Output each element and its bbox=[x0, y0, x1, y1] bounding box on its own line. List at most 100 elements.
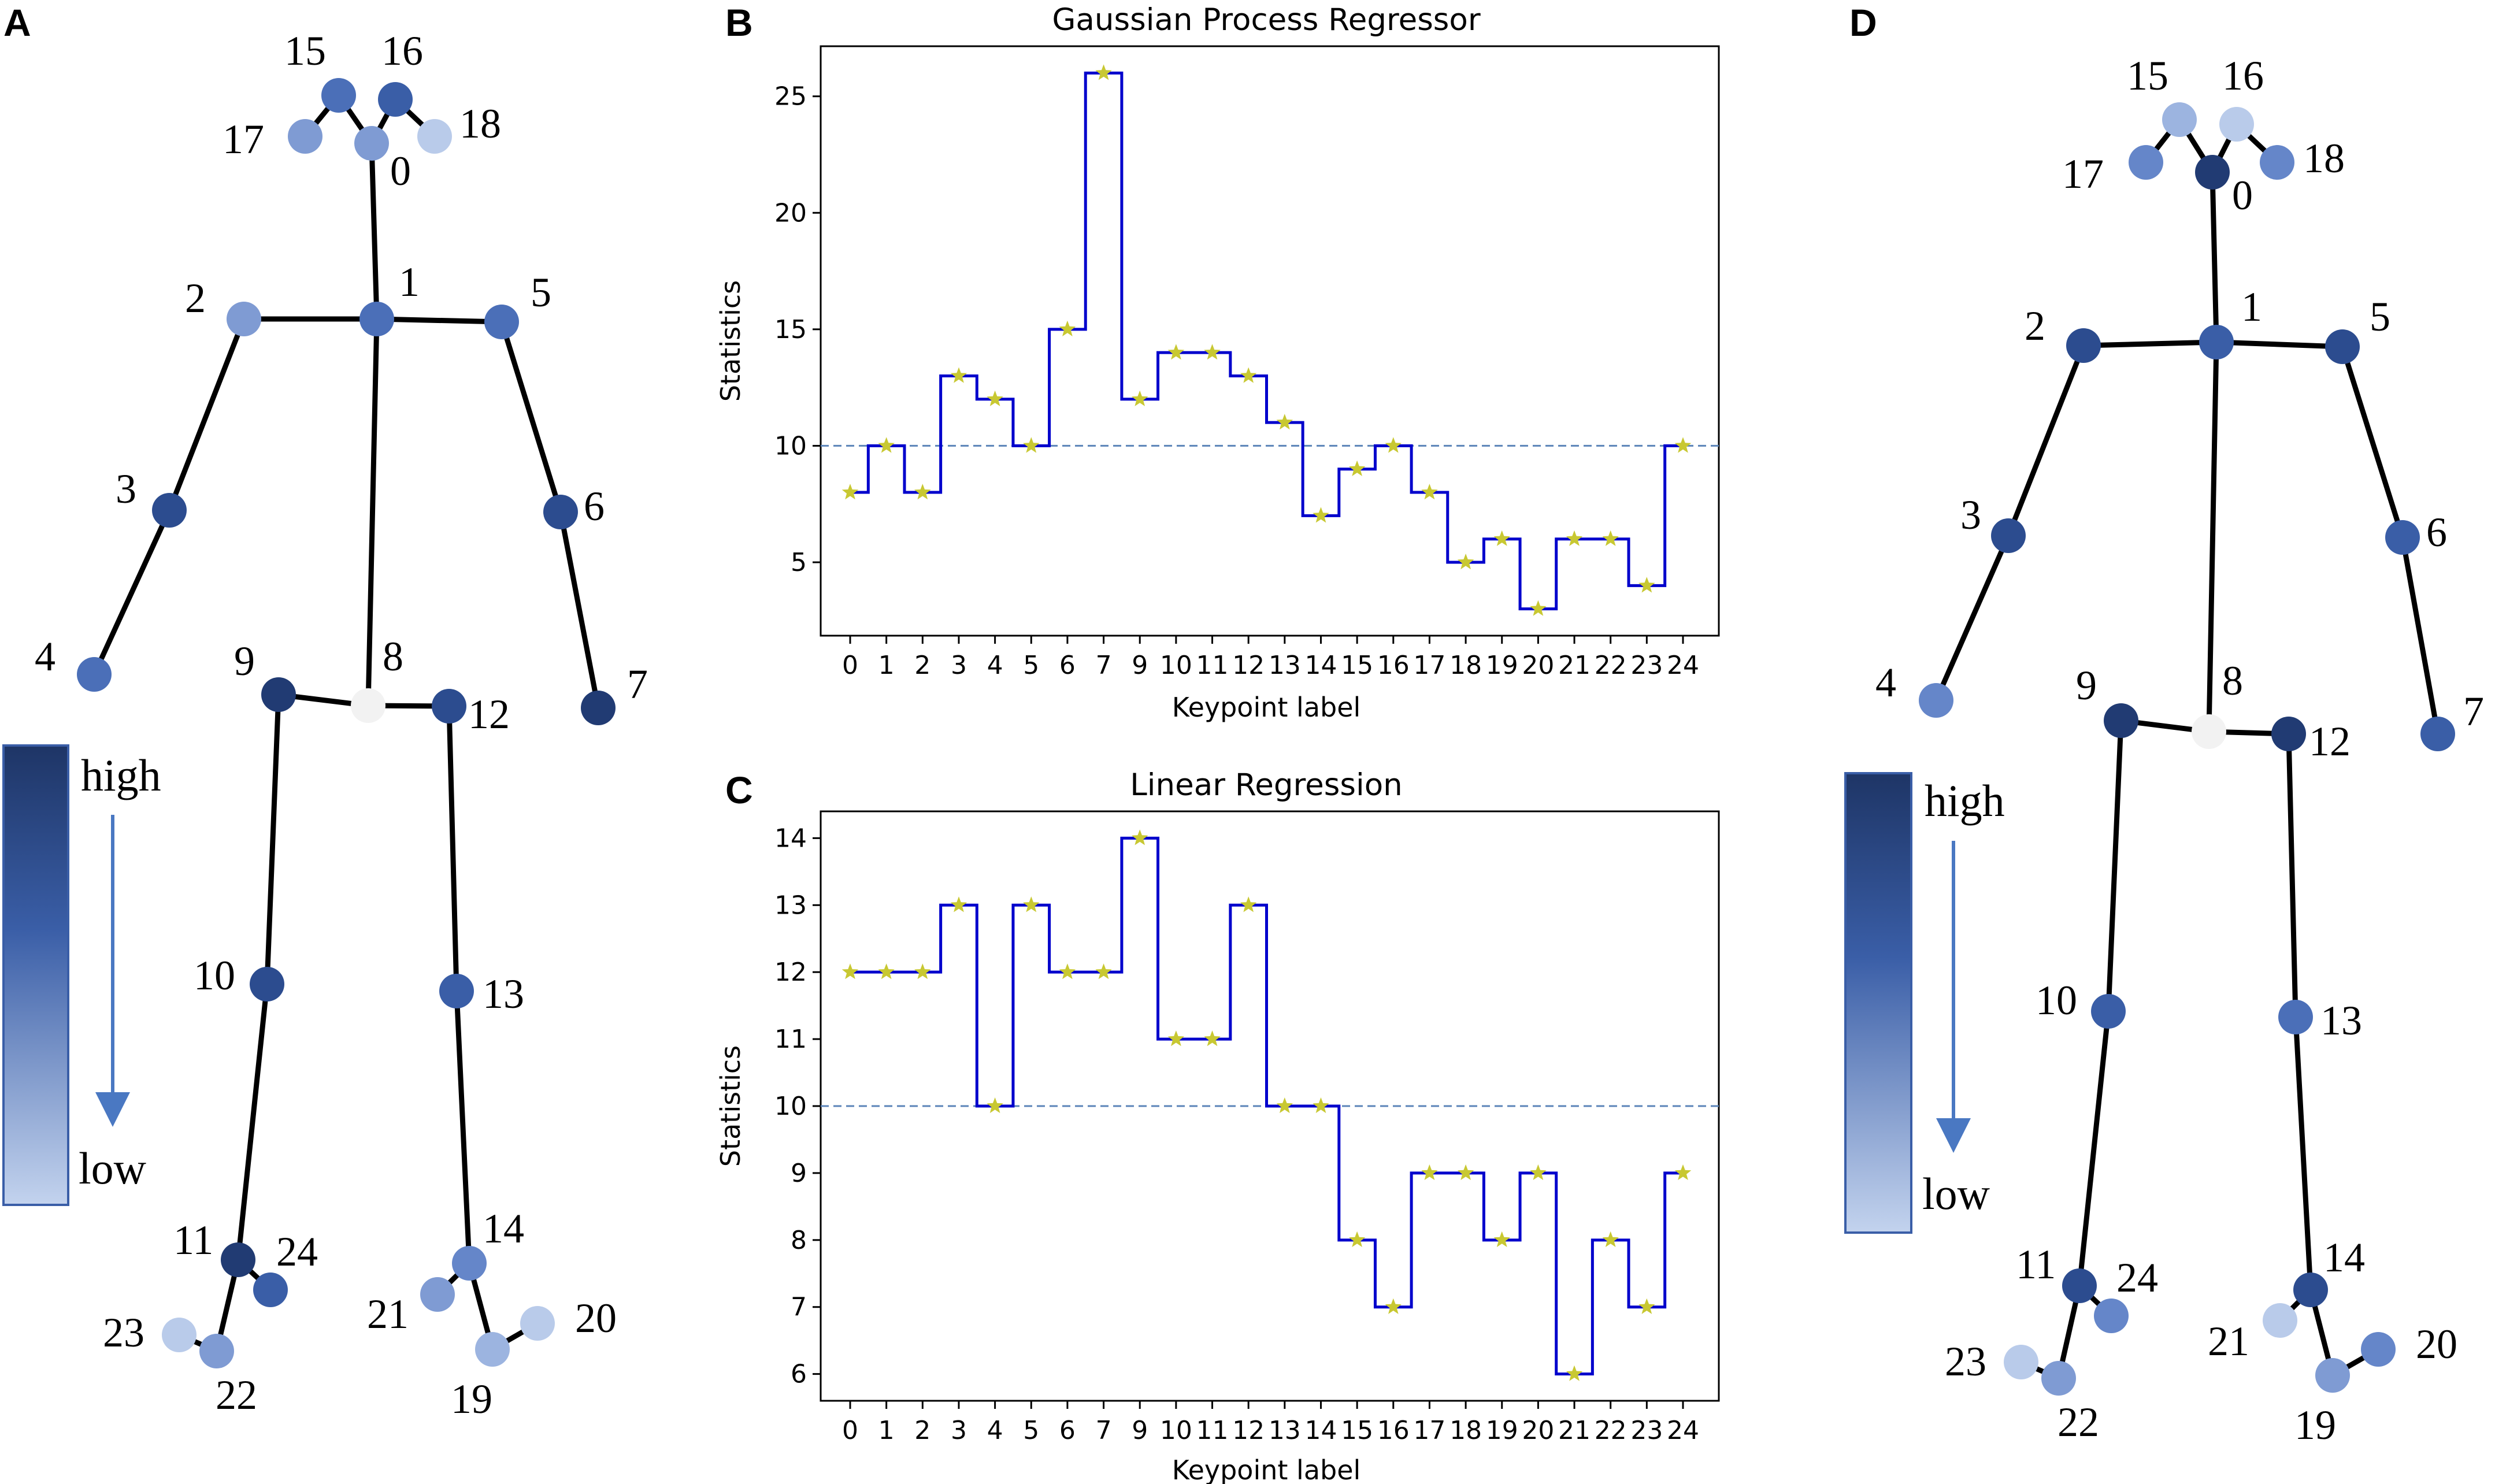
x-tick-label: 21 bbox=[1558, 651, 1591, 680]
keypoint-label: 20 bbox=[575, 1295, 617, 1341]
keypoint-0 bbox=[354, 126, 389, 161]
data-point-0 bbox=[841, 963, 859, 980]
keypoint-6 bbox=[2385, 520, 2420, 555]
x-tick-label: 9 bbox=[1132, 1416, 1148, 1445]
importance-legend: high low bbox=[1844, 772, 2005, 1234]
keypoint-20 bbox=[2361, 1332, 2396, 1367]
keypoint-label: 4 bbox=[1875, 659, 1896, 706]
keypoint-label: 15 bbox=[284, 28, 326, 74]
keypoint-label: 14 bbox=[2323, 1234, 2365, 1281]
keypoint-label: 9 bbox=[234, 638, 255, 684]
importance-legend: high low bbox=[2, 744, 161, 1206]
data-point-23 bbox=[1638, 1298, 1655, 1314]
x-tick-label: 3 bbox=[951, 1416, 967, 1445]
x-tick-label: 5 bbox=[1023, 1416, 1039, 1445]
keypoint-22 bbox=[199, 1334, 234, 1368]
keypoint-label: 2 bbox=[185, 275, 206, 321]
skeleton-bone bbox=[2214, 339, 2345, 350]
keypoint-4 bbox=[1919, 683, 1953, 718]
x-tick-label: 16 bbox=[1377, 1416, 1410, 1445]
data-point-2 bbox=[914, 963, 931, 980]
keypoint-1 bbox=[359, 302, 394, 336]
x-tick-label: 23 bbox=[1630, 1416, 1663, 1445]
keypoint-15 bbox=[2162, 102, 2197, 137]
x-tick-label: 7 bbox=[1096, 1416, 1112, 1445]
data-point-3 bbox=[950, 367, 967, 383]
skeleton-bone bbox=[2340, 344, 2405, 540]
x-tick-label: 18 bbox=[1449, 651, 1482, 680]
data-point-22 bbox=[1602, 530, 1619, 546]
skeleton-bone bbox=[2005, 343, 2086, 539]
x-tick-label: 12 bbox=[1232, 651, 1265, 680]
data-point-9 bbox=[1132, 829, 1148, 845]
x-tick-label: 20 bbox=[1522, 651, 1554, 680]
x-axis-label: Keypoint label bbox=[1172, 692, 1361, 723]
y-tick-label: 13 bbox=[774, 891, 807, 920]
data-point-5 bbox=[1023, 437, 1040, 453]
skeleton-joints bbox=[77, 78, 616, 1368]
keypoint-label: 8 bbox=[383, 633, 403, 680]
x-tick-label: 13 bbox=[1269, 1416, 1301, 1445]
data-point-21 bbox=[1566, 530, 1583, 546]
x-tick-label: 2 bbox=[914, 651, 930, 680]
star-markers bbox=[841, 829, 1692, 1381]
keypoint-label: 13 bbox=[483, 971, 524, 1017]
keypoint-label: 16 bbox=[2222, 53, 2264, 99]
keypoint-19 bbox=[2315, 1358, 2350, 1393]
skeleton-bone bbox=[446, 703, 459, 994]
x-tick-label: 23 bbox=[1630, 651, 1663, 680]
x-tick-label: 6 bbox=[1059, 651, 1076, 680]
keypoint-21 bbox=[2263, 1303, 2297, 1338]
keypoint-label: 23 bbox=[103, 1309, 144, 1356]
chart-title: Linear Regression bbox=[1130, 767, 1402, 803]
keypoint-7 bbox=[581, 691, 616, 725]
skeleton-bone bbox=[365, 316, 380, 708]
keypoint-label: 0 bbox=[390, 148, 411, 194]
y-tick-label: 20 bbox=[774, 198, 807, 228]
keypoint-label: 1 bbox=[2241, 284, 2262, 330]
y-tick-label: 25 bbox=[774, 82, 807, 112]
data-point-10 bbox=[1167, 1030, 1185, 1047]
legend-gradient-bar bbox=[1844, 772, 1912, 1234]
skeleton-bones bbox=[1933, 117, 2441, 1381]
keypoint-24 bbox=[2094, 1298, 2129, 1333]
x-tick-label: 12 bbox=[1232, 1416, 1265, 1445]
x-tick-label: 19 bbox=[1486, 651, 1518, 680]
keypoint-label: 15 bbox=[2127, 53, 2168, 99]
y-axis-ticks: 6 7 8 9 10 11 12 13 14 bbox=[774, 823, 821, 1389]
keypoint-8 bbox=[351, 688, 385, 723]
keypoint-label: 6 bbox=[584, 483, 605, 529]
skeleton-bone bbox=[235, 981, 270, 1263]
y-tick-label: 5 bbox=[791, 548, 807, 577]
keypoint-22 bbox=[2041, 1361, 2076, 1396]
data-point-18 bbox=[1457, 1164, 1474, 1180]
x-tick-label: 21 bbox=[1558, 1416, 1591, 1445]
keypoint-2 bbox=[2066, 328, 2101, 363]
data-point-15 bbox=[1348, 460, 1366, 476]
data-point-16 bbox=[1385, 1298, 1402, 1314]
keypoint-11 bbox=[2062, 1268, 2097, 1303]
data-point-4 bbox=[987, 1097, 1003, 1114]
keypoint-label: 21 bbox=[2208, 1318, 2249, 1364]
data-point-24 bbox=[1674, 437, 1692, 453]
keypoint-label: 24 bbox=[276, 1229, 318, 1275]
data-point-10 bbox=[1167, 344, 1185, 360]
keypoint-13 bbox=[2278, 1000, 2313, 1034]
plot-area bbox=[820, 45, 1720, 637]
keypoint-8 bbox=[2192, 714, 2226, 749]
chart-title: Gaussian Process Regressor bbox=[1052, 2, 1480, 38]
keypoint-label: 11 bbox=[2016, 1241, 2056, 1288]
keypoint-14 bbox=[2293, 1272, 2328, 1307]
keypoint-label: 24 bbox=[2116, 1255, 2158, 1301]
keypoint-9 bbox=[2104, 703, 2138, 738]
keypoint-label: 17 bbox=[223, 116, 264, 162]
keypoint-label: 12 bbox=[468, 691, 510, 737]
data-point-20 bbox=[1530, 600, 1547, 616]
keypoint-4 bbox=[77, 657, 112, 692]
keypoint-label: 7 bbox=[627, 661, 648, 707]
skeleton-joints bbox=[1919, 102, 2455, 1396]
data-point-13 bbox=[1276, 1097, 1293, 1114]
